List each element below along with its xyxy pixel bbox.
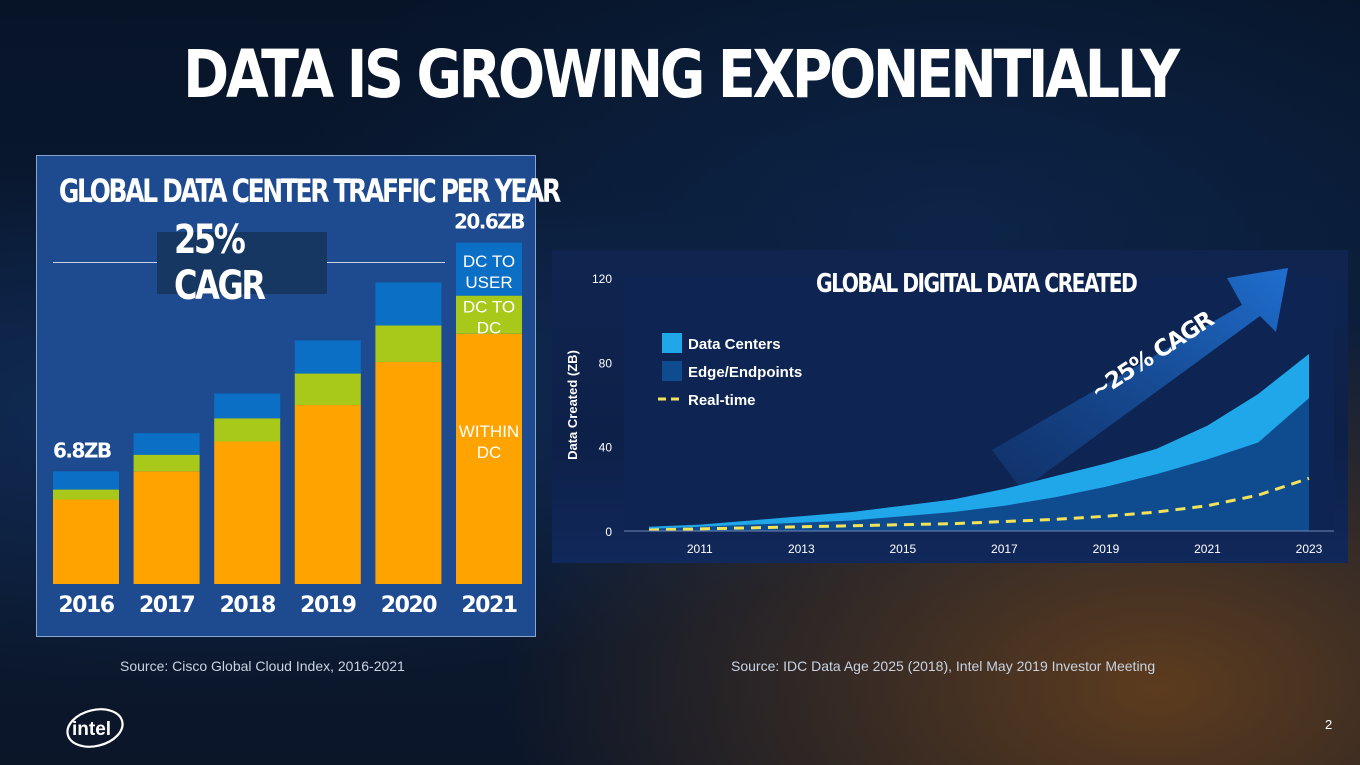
dc-traffic-panel: GLOBAL DATA CENTER TRAFFIC PER YEAR 25% … <box>36 155 561 637</box>
bar-2019-within-dc <box>294 405 361 584</box>
bar-2021-within-dc <box>456 333 522 584</box>
dc-traffic-bar-chart: 2016 2017 2018 2019 2020 2021 6.8ZB 20.6ZB DC TO… <box>53 210 526 618</box>
x-tick-2019: 2019 <box>1093 542 1120 556</box>
y-axis-label: Data Created (ZB) <box>565 350 580 460</box>
data-created-panel: ~25% CAGR 0 40 80 120 2011 2013 2015 2017 2019 202… <box>552 250 1348 563</box>
intel-logo-text: intel <box>72 719 111 740</box>
segment-label-within-dc: WITHIN DC <box>459 422 519 462</box>
year-label-2019: 2019 <box>300 593 355 618</box>
cagr-arrow <box>992 268 1288 490</box>
source-left: Source: Cisco Global Cloud Index, 2016-2… <box>120 658 405 674</box>
legend-swatch-edge-endpoints <box>662 361 682 381</box>
bar-2019-dc-to-user <box>294 340 361 374</box>
dc-traffic-title: GLOBAL DATA CENTER TRAFFIC PER YEAR <box>58 172 561 210</box>
legend-label-data-centers: Data Centers <box>688 336 781 353</box>
slide-title: DATA IS GROWING EXPONENTIALLY <box>183 36 1180 113</box>
y-tick-0: 0 <box>605 525 612 539</box>
area-edge-endpoints <box>649 398 1309 531</box>
year-label-2018: 2018 <box>220 593 275 618</box>
bar-2020-dc-to-user <box>375 282 442 326</box>
bar-2018-dc-to-user <box>214 393 281 419</box>
year-label-2021: 2021 <box>461 593 516 618</box>
bar-2016-dc-to-dc <box>53 489 119 500</box>
data-created-title: GLOBAL DIGITAL DATA CREATED <box>816 269 1138 299</box>
y-tick-40: 40 <box>599 441 613 455</box>
segment-label-dc-to-dc: DC TO DC <box>463 298 515 338</box>
legend-label-edge-endpoints: Edge/Endpoints <box>688 364 802 381</box>
first-total-label: 6.8ZB <box>53 438 111 462</box>
bar-2020-within-dc <box>375 361 442 584</box>
source-right: Source: IDC Data Age 2025 (2018), Intel … <box>731 658 1156 674</box>
y-tick-120: 120 <box>592 272 612 286</box>
year-label-2016: 2016 <box>58 593 114 618</box>
page-number: 2 <box>1325 717 1333 732</box>
bar-2017-dc-to-dc <box>133 454 200 472</box>
legend-label-real-time: Real-time <box>688 392 756 409</box>
bar-2021-dc-to-user <box>456 242 522 296</box>
segment-label-dc-to-user: DC TO USER <box>463 252 515 292</box>
x-tick-2015: 2015 <box>889 542 916 556</box>
cagr-text: 25% CAGR <box>174 217 266 309</box>
x-tick-2021: 2021 <box>1194 542 1221 556</box>
bar-2021-dc-to-dc <box>456 295 522 334</box>
x-tick-2011: 2011 <box>687 542 713 556</box>
x-tick-2017: 2017 <box>991 542 1018 556</box>
legend-swatch-data-centers <box>662 333 682 353</box>
last-total-label: 20.6ZB <box>454 210 524 234</box>
year-label-2020: 2020 <box>381 593 437 618</box>
cagr-badge: 25% CAGR <box>157 217 327 309</box>
line-real-time <box>648 476 1310 532</box>
bar-2019-dc-to-dc <box>294 373 361 406</box>
intel-logo: intel <box>66 708 124 748</box>
y-tick-80: 80 <box>599 356 613 370</box>
year-label-2017: 2017 <box>139 593 194 618</box>
bar-2016-within-dc <box>53 499 119 584</box>
bar-2018-within-dc <box>214 441 281 584</box>
bar-2018-dc-to-dc <box>214 418 281 442</box>
x-tick-2023: 2023 <box>1296 542 1323 556</box>
bar-2020-dc-to-dc <box>375 325 442 362</box>
bar-2017-dc-to-user <box>133 433 200 455</box>
bar-2016-dc-to-user <box>53 471 119 490</box>
x-tick-2013: 2013 <box>788 542 815 556</box>
bar-2017-within-dc <box>133 471 200 584</box>
